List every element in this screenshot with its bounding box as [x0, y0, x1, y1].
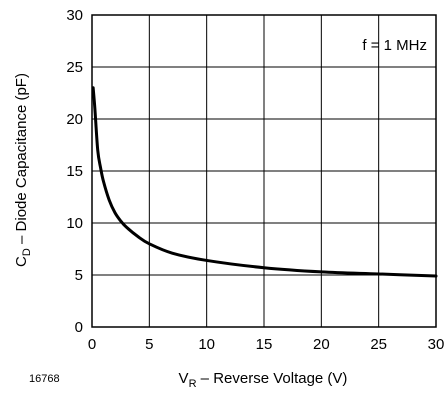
- x-tick-label: 15: [256, 336, 273, 353]
- x-tick-label: 10: [198, 336, 215, 353]
- grid: [92, 15, 436, 327]
- y-axis-title-text: – Diode Capacitance (pF): [13, 73, 30, 248]
- y-tick-label: 30: [66, 7, 83, 24]
- capacitance-curve: [91, 86, 438, 278]
- x-tick-label: 5: [145, 336, 153, 353]
- y-tick-label: 5: [75, 267, 83, 284]
- x-tick-label: 20: [313, 336, 330, 353]
- x-tick-label: 30: [428, 336, 445, 353]
- y-axis-title-main: C: [13, 256, 30, 267]
- y-tick-label: 10: [66, 215, 83, 232]
- y-tick-label: 20: [66, 111, 83, 128]
- x-tick-label: 0: [88, 336, 96, 353]
- x-axis-title: VR – Reverse Voltage (V): [179, 370, 348, 389]
- y-tick-label: 15: [66, 163, 83, 180]
- tick-labels: 0 5 10 15 20 25 30 0 5 10 15 20 25 30: [66, 7, 444, 353]
- plot-border: [91, 14, 437, 328]
- x-axis-title-subscript: R: [189, 378, 197, 389]
- figure-id-label: 16768: [29, 373, 60, 385]
- frequency-annotation: f = 1 MHz: [362, 37, 427, 54]
- x-axis-title-text: – Reverse Voltage (V): [197, 370, 348, 387]
- x-tick-label: 25: [370, 336, 387, 353]
- y-axis-title-subscript: D: [21, 248, 33, 256]
- series-layer: [91, 86, 438, 278]
- y-axis-title: CD – Diode Capacitance (pF): [13, 73, 33, 267]
- x-axis-title-main: V: [179, 370, 189, 387]
- y-tick-label: 25: [66, 59, 83, 76]
- y-tick-label: 0: [75, 319, 83, 336]
- plot-frame: [91, 14, 437, 328]
